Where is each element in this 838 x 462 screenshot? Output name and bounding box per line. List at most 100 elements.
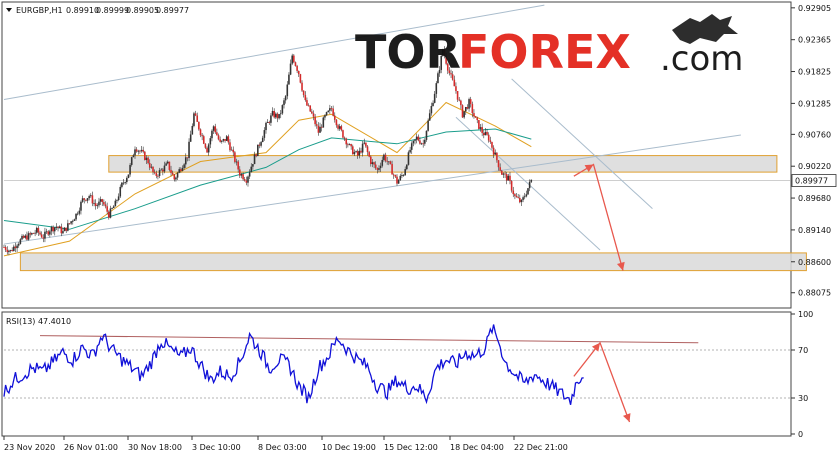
candle-body [383,154,385,160]
current-price-box [791,174,837,187]
time-tick-label: 22 Dec 21:00 [514,443,568,452]
moving-average-line [3,128,532,230]
candle-body [407,152,410,165]
candle-body [302,90,305,96]
trend-channel-lower [3,134,741,245]
rsi-tick-label: 30 [798,394,808,403]
candle-body [145,157,148,160]
candle-body [517,197,519,199]
low-value: 0.89905 [126,6,159,15]
candle-body [388,161,390,163]
candle-body [412,140,415,144]
candle-body [214,126,217,133]
candle-body [333,115,336,120]
candle-body [409,149,411,153]
candle-body [157,175,159,177]
candle-body [463,111,465,118]
watermark-forex: FOREX [458,25,631,79]
candle-body [180,169,182,171]
time-tick-label: 3 Dec 10:00 [192,443,241,452]
candle-body [520,199,523,203]
candle-body [496,152,498,161]
candle-body [329,108,331,111]
candle-body [268,121,271,123]
price-tick-label: 0.92365 [798,36,831,45]
candle-body [129,164,131,175]
candle-body [26,235,28,240]
candle-body [430,106,433,114]
time-tick-label: 8 Dec 03:00 [258,443,307,452]
candle-body [27,233,30,240]
candle-body [281,105,284,114]
candle-body [170,169,172,173]
candle-body [209,138,212,145]
candle-body [67,223,69,231]
candle-body [360,150,362,153]
candle-body [35,227,38,233]
candle-body [291,55,293,64]
candle-body [184,157,187,165]
candle-body [340,126,343,131]
candle-body [327,110,330,113]
candle-body [317,125,320,133]
candle-body [391,164,393,175]
candle-body [219,139,221,142]
candle-body [365,142,367,147]
candle-body [163,165,166,172]
symbol-label: EURGBP,H1 [16,6,63,15]
price-tick-label: 0.88600 [798,258,831,267]
candle-body [119,186,122,197]
candle-body [378,168,380,170]
candle-body [31,233,33,235]
candle-body [289,63,292,75]
candle-body [65,227,68,231]
candle-body [422,143,424,145]
candle-body [469,99,472,105]
candle-body [356,151,359,156]
candle-body [73,219,76,221]
candle-body [142,149,144,152]
candle-body [301,82,303,91]
candle-body [486,131,488,135]
high-value: 0.89999 [96,6,129,15]
candle-body [368,152,370,157]
candle-body [252,164,254,167]
time-tick-label: 26 Nov 01:00 [64,443,118,452]
candle-body [234,152,236,162]
candle-body [276,113,279,119]
candle-body [11,250,13,251]
price-tick-label: 0.91825 [798,68,831,77]
candle-body [199,129,202,136]
candle-body [476,117,479,121]
candle-body [17,243,20,246]
candle-body [315,124,318,126]
candle-body [402,175,405,176]
candle-body [358,150,361,156]
candle-body [363,142,366,144]
candle-body [155,172,158,176]
candle-body [355,151,357,153]
candle-body [386,160,388,162]
candle-body [21,235,23,240]
candle-body [134,149,136,156]
candle-body [284,96,287,101]
candle-body [152,166,154,172]
candle-body [37,227,40,233]
candle-body [296,65,298,71]
candle-body [78,210,81,214]
candle-body [374,164,377,169]
candle-body [13,246,15,251]
candle-body [479,127,482,129]
rsi-forecast-arrow-head-up [591,342,601,352]
candle-body [148,163,151,168]
candle-body [24,235,27,238]
candle-body [135,149,138,152]
candle-body [504,173,506,175]
candle-body [130,157,133,165]
candle-body [502,173,505,175]
candle-body [255,154,257,157]
candle-body [150,166,153,168]
candle-body [376,168,379,170]
candle-body [401,175,403,176]
candle-body [52,226,54,232]
